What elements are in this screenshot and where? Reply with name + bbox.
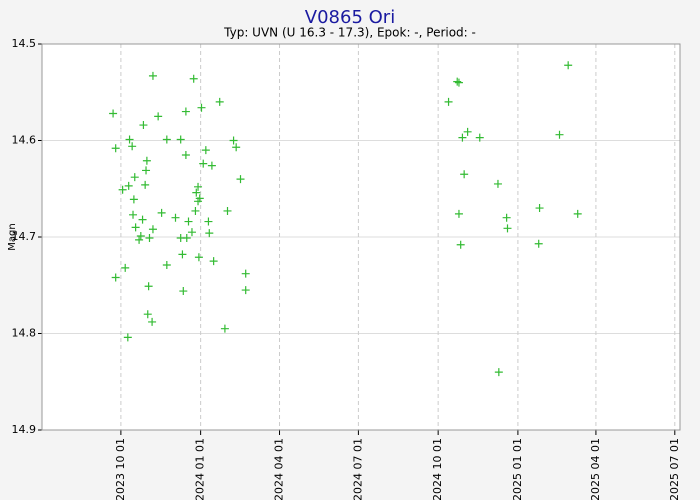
point <box>135 235 144 244</box>
point <box>223 206 232 215</box>
point <box>111 273 120 282</box>
point <box>187 228 196 237</box>
point <box>143 310 152 319</box>
y-tick-label: 14.7 <box>12 230 37 243</box>
point <box>460 170 469 179</box>
point <box>129 210 138 219</box>
x-tick-label: 2024 01 01 <box>194 438 207 500</box>
x-tick-label: 2025 01 01 <box>511 438 524 500</box>
point <box>204 217 213 226</box>
point <box>136 232 145 241</box>
point <box>142 166 151 175</box>
point <box>215 97 224 106</box>
point <box>131 223 140 232</box>
point <box>171 213 180 222</box>
point <box>220 324 229 333</box>
y-tick-label: 14.8 <box>12 327 37 340</box>
point <box>125 135 134 144</box>
chart-title: V0865 Ori <box>305 7 395 28</box>
point <box>564 61 573 70</box>
point <box>148 71 157 80</box>
point <box>502 213 511 222</box>
point <box>182 233 191 242</box>
y-tick-label: 14.6 <box>12 134 37 147</box>
point <box>148 225 157 234</box>
point <box>148 317 157 326</box>
point <box>124 181 133 190</box>
point <box>241 269 250 278</box>
plot-border <box>41 43 681 431</box>
point <box>201 146 210 155</box>
point <box>121 263 130 272</box>
x-tick-label: 2025 07 01 <box>668 438 681 500</box>
point <box>444 97 453 106</box>
point <box>191 206 200 215</box>
point <box>573 209 582 218</box>
chart-subtitle: Typ: UVN (U 16.3 - 17.3), Epok: -, Perio… <box>223 26 476 40</box>
point <box>241 286 250 295</box>
point <box>535 204 544 213</box>
point <box>454 209 463 218</box>
point <box>181 150 190 159</box>
point <box>229 136 238 145</box>
point <box>144 282 153 291</box>
point <box>184 217 193 226</box>
point <box>534 239 543 248</box>
point <box>494 368 503 377</box>
point <box>129 195 138 204</box>
point <box>141 180 150 189</box>
point <box>130 173 139 182</box>
point <box>463 127 472 136</box>
point <box>142 156 151 165</box>
point <box>493 179 502 188</box>
point <box>458 133 467 142</box>
x-tick-label: 2023 10 01 <box>114 438 127 500</box>
point <box>145 233 154 242</box>
x-tick-label: 2024 07 01 <box>351 438 364 500</box>
point <box>123 333 132 342</box>
point <box>192 188 201 197</box>
point <box>199 159 208 168</box>
point <box>139 121 148 130</box>
point <box>232 143 241 152</box>
point <box>162 260 171 269</box>
point <box>197 103 206 112</box>
x-tick-label: 2025 04 01 <box>589 438 602 500</box>
point <box>453 77 462 86</box>
point <box>236 175 245 184</box>
point <box>181 107 190 116</box>
point <box>118 185 127 194</box>
point <box>454 78 463 87</box>
point <box>157 208 166 217</box>
point <box>555 130 564 139</box>
point <box>162 135 171 144</box>
point <box>154 112 163 121</box>
point <box>111 144 120 153</box>
point <box>207 161 216 170</box>
point <box>194 253 203 262</box>
point <box>475 133 484 142</box>
x-tick-label: 2024 04 01 <box>273 438 286 500</box>
point <box>194 182 203 191</box>
y-tick-label: 14.9 <box>12 423 37 436</box>
point <box>195 194 204 203</box>
point <box>176 135 185 144</box>
point <box>179 287 188 296</box>
point <box>205 229 214 238</box>
y-tick-label: 14.5 <box>12 37 37 50</box>
point <box>109 109 118 118</box>
point <box>209 257 218 266</box>
point <box>178 250 187 259</box>
y-axis-label: Magn <box>7 223 18 250</box>
x-tick-label: 2024 10 01 <box>431 438 444 500</box>
point <box>128 142 137 151</box>
point <box>503 224 512 233</box>
point <box>189 74 198 83</box>
point <box>138 215 147 224</box>
point <box>456 240 465 249</box>
